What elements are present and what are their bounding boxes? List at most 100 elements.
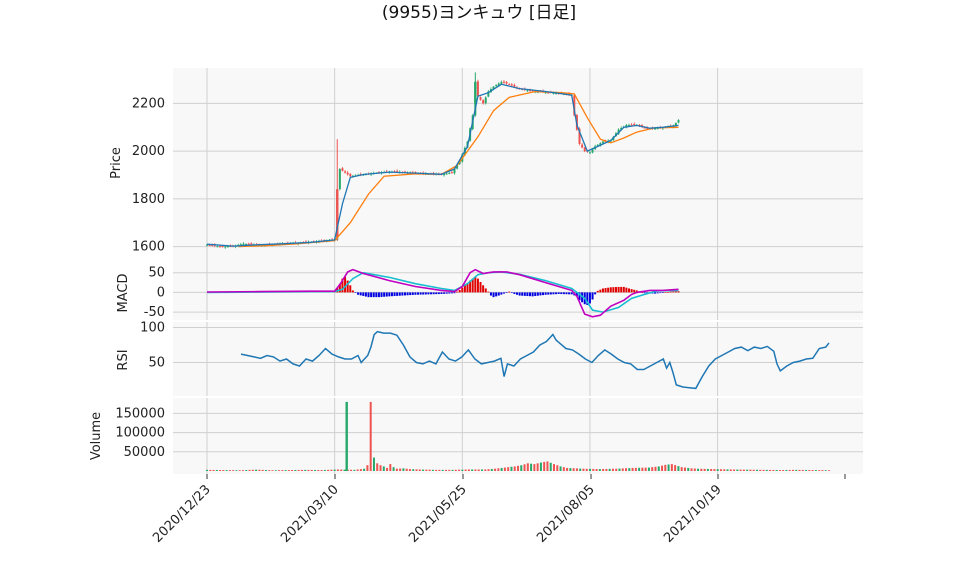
y-tick-label: 100 (140, 321, 165, 336)
ma-long-line (238, 90, 679, 248)
macd-hist-bar (565, 292, 568, 295)
candle-body (633, 124, 636, 126)
volume-bar (235, 470, 238, 471)
macd-hist-bar (417, 292, 420, 295)
volume-bar (382, 466, 385, 471)
volume-bar (268, 470, 271, 471)
volume-bar (503, 467, 506, 471)
candle-body (547, 92, 550, 94)
volume-bar (638, 467, 641, 471)
volume-bar (818, 470, 821, 471)
price-panel: 1600 1800 2000 2200 Price (109, 68, 863, 255)
volume-bar (559, 466, 562, 471)
macd-hist-bar (372, 292, 375, 298)
volume-bar (664, 464, 667, 471)
volume-bar (356, 469, 359, 471)
candle-body (625, 124, 628, 128)
rsi-line (240, 330, 830, 390)
volume-bar (585, 468, 588, 471)
candle-body-event (474, 81, 477, 104)
price-panel-bg (173, 68, 863, 253)
volume-bar (821, 470, 824, 471)
volume-bar (749, 469, 752, 471)
volume-bar (497, 468, 500, 471)
volume-bar (242, 470, 245, 471)
volume-bar (736, 469, 739, 471)
candle-body (208, 244, 211, 246)
macd-hist-bar (435, 292, 438, 295)
y-tick-label: 2200 (132, 96, 165, 111)
candle-body (646, 127, 649, 129)
rsi-axis-label: RSI (116, 349, 131, 370)
volume-bar (278, 470, 281, 471)
volume-bar (644, 467, 647, 471)
macd-hist-bar (531, 292, 534, 297)
macd-hist-bar (403, 292, 406, 296)
macd-hist-bar (393, 292, 396, 297)
macd-hist-bar (492, 292, 495, 298)
volume-bar (742, 469, 745, 471)
volume-bar (389, 464, 392, 471)
volume-bar (726, 469, 729, 471)
macd-hist-bar (497, 292, 500, 296)
volume-bar (651, 467, 654, 471)
volume-bar (219, 470, 222, 471)
macd-hist-bar (552, 292, 555, 295)
volume-bar (778, 470, 781, 471)
volume-bar (222, 470, 225, 471)
macd-hist-bar (398, 292, 401, 296)
volume-bar (697, 468, 700, 471)
y-tick-label: 0 (157, 285, 165, 300)
volume-bar (549, 462, 552, 471)
volume-bar (225, 470, 228, 471)
volume-bar (340, 469, 343, 471)
candle-body (450, 172, 453, 174)
volume-bar (788, 469, 791, 471)
volume-bar (746, 469, 749, 471)
volume-panel-bg (173, 398, 863, 474)
macd-hist-bar (599, 289, 602, 293)
candle-body (448, 173, 451, 175)
macd-hist-bar (388, 292, 391, 297)
volume-bar (762, 469, 765, 471)
volume-bar (251, 469, 254, 471)
volume-bar (435, 469, 438, 471)
volume-bar (546, 461, 549, 471)
macd-hist-bar (357, 292, 360, 295)
candle-body (552, 92, 555, 94)
volume-bar (392, 467, 395, 471)
candle-body (495, 85, 498, 87)
macd-hist-bar (575, 292, 578, 297)
volume-bar (317, 470, 320, 471)
candle-body (250, 243, 253, 245)
macd-hist-bar (495, 292, 498, 297)
volume-bar (336, 469, 339, 471)
volume-bar (769, 469, 772, 471)
rsi-panel: 50 100 RSI (116, 321, 863, 396)
macd-hist-bar (385, 292, 388, 297)
volume-bar (422, 469, 425, 471)
candle-body (505, 81, 508, 84)
macd-hist-bar (544, 292, 547, 295)
volume-bar (323, 469, 326, 471)
macd-hist-bar (549, 292, 552, 295)
volume-bar (628, 468, 631, 471)
macd-hist-bar (534, 292, 537, 297)
volume-bar (408, 469, 411, 471)
candle-body (476, 81, 479, 97)
candle-body (643, 127, 646, 129)
y-tick-label: 50 (148, 356, 165, 371)
volume-bar (458, 469, 461, 471)
volume-bar (395, 468, 398, 471)
volume-bar (454, 469, 457, 471)
macd-hist-bar (664, 292, 667, 294)
volume-bar (248, 469, 251, 471)
candle-body (510, 84, 513, 86)
macd-hist-bar (432, 292, 435, 295)
volume-bar (415, 469, 418, 471)
macd-hist-bar (461, 287, 464, 293)
macd-hist-bar (463, 285, 466, 293)
candle-body (677, 120, 680, 123)
volume-bar (379, 465, 382, 471)
volume-bar (765, 469, 768, 471)
